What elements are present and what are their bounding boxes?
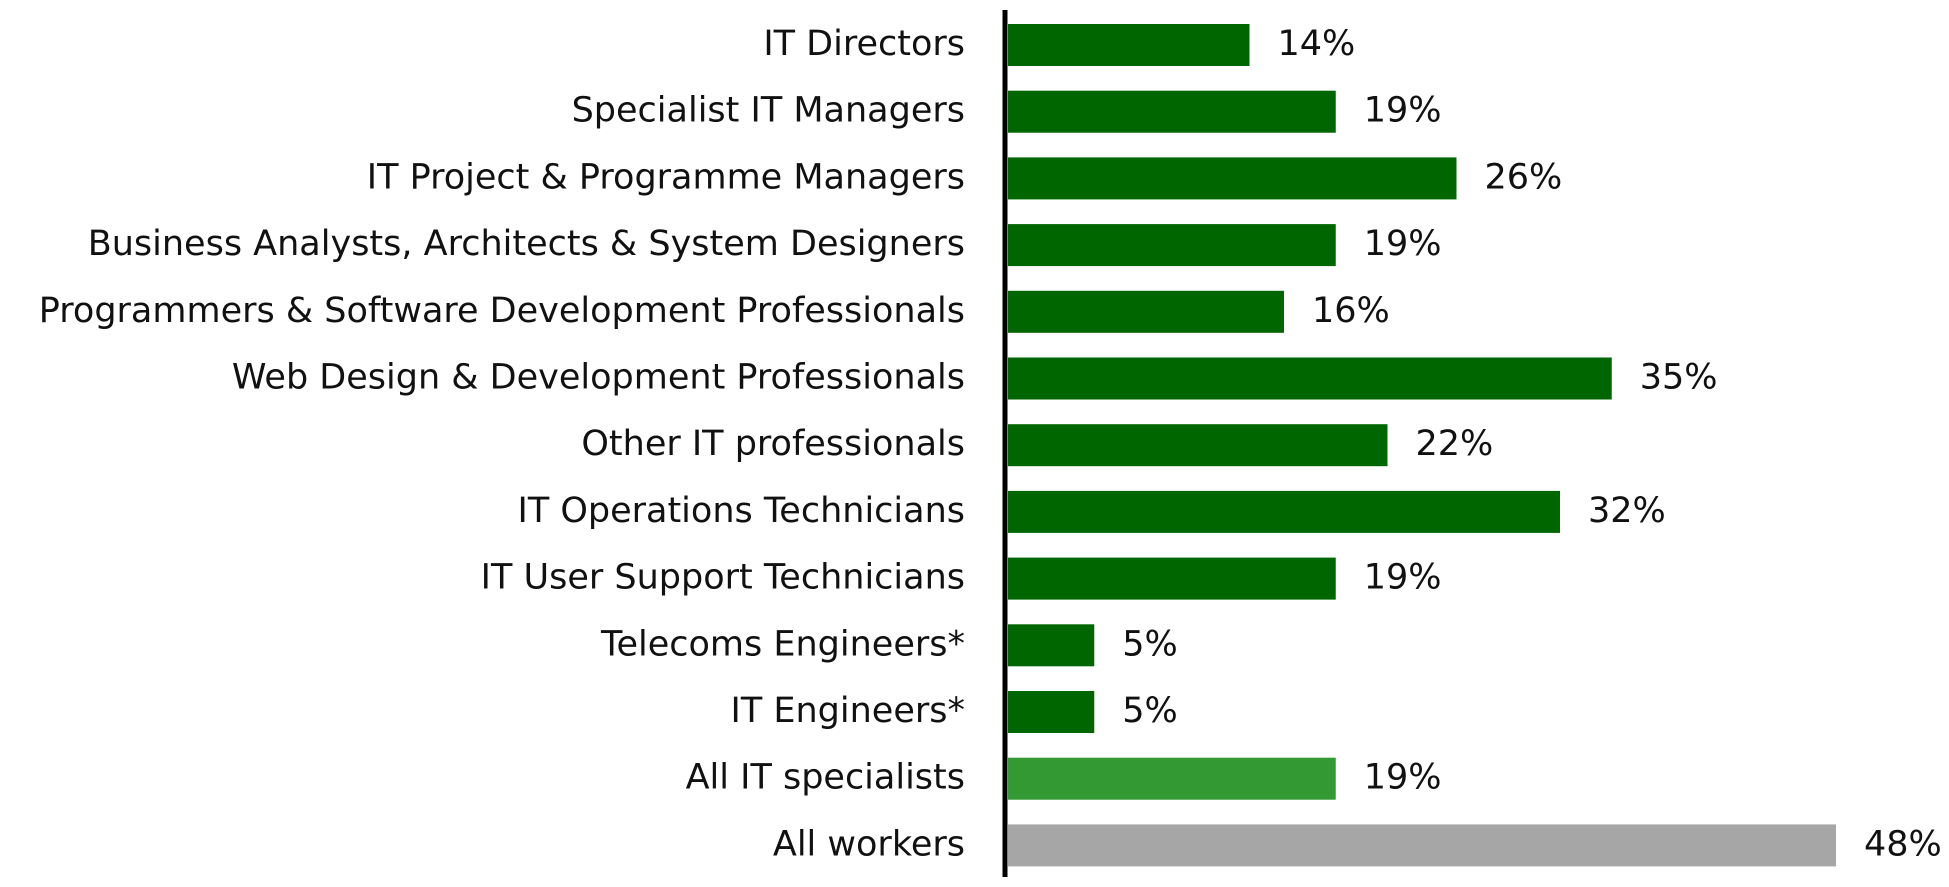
bar <box>1008 90 1336 133</box>
bar <box>1008 824 1836 867</box>
category-label: Programmers & Software Development Profe… <box>39 291 965 331</box>
value-label: 22% <box>1416 424 1494 464</box>
value-label: 19% <box>1364 224 1442 264</box>
value-label: 26% <box>1485 157 1563 197</box>
value-label: 48% <box>1864 824 1942 864</box>
value-label: 14% <box>1278 24 1356 64</box>
category-label: IT Operations Technicians <box>518 491 966 531</box>
value-label: 5% <box>1122 624 1178 664</box>
bar <box>1008 424 1388 467</box>
value-label: 5% <box>1122 691 1178 731</box>
category-label: IT Project & Programme Managers <box>367 157 965 197</box>
bar <box>1008 557 1336 600</box>
category-label: Telecoms Engineers* <box>600 624 965 664</box>
category-label: IT User Support Technicians <box>481 558 965 598</box>
value-label: 19% <box>1364 91 1442 131</box>
category-label: IT Engineers* <box>731 691 965 731</box>
labels-layer: IT Directors 14% Specialist IT Managers 19%… <box>39 24 1942 864</box>
bar <box>1008 624 1095 667</box>
category-label: IT Directors <box>763 24 965 64</box>
category-label: Business Analysts, Architects & System D… <box>88 224 965 264</box>
bar <box>1008 357 1612 400</box>
category-label: All IT specialists <box>686 758 965 798</box>
bar <box>1008 757 1336 800</box>
value-label: 32% <box>1588 491 1666 531</box>
value-label: 35% <box>1640 358 1718 398</box>
value-label: 19% <box>1364 758 1442 798</box>
value-label: 16% <box>1312 291 1390 331</box>
bar <box>1008 290 1284 333</box>
bar <box>1008 24 1250 66</box>
value-label: 19% <box>1364 558 1442 598</box>
bar <box>1008 157 1457 200</box>
bars-layer <box>1008 24 1836 867</box>
bar <box>1008 490 1560 533</box>
category-label: Other IT professionals <box>581 424 965 464</box>
bar <box>1008 691 1095 733</box>
bar <box>1008 224 1336 267</box>
category-label: Web Design & Development Professionals <box>232 358 965 398</box>
category-label: All workers <box>773 824 965 864</box>
category-label: Specialist IT Managers <box>572 91 965 131</box>
